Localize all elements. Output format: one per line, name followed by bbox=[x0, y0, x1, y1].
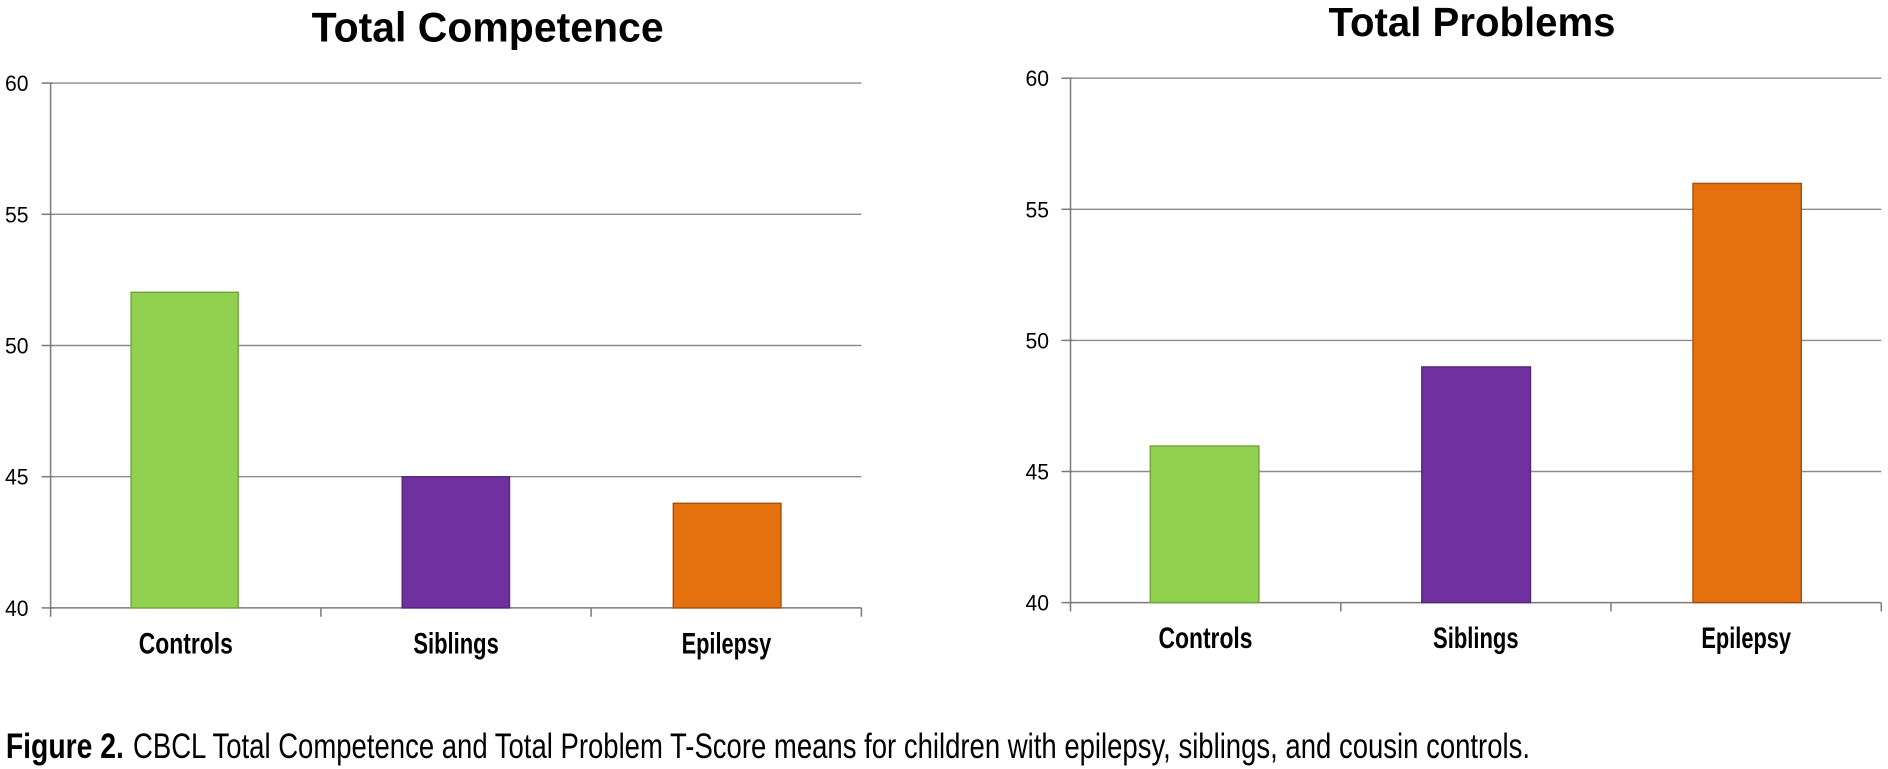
svg-text:60: 60 bbox=[5, 71, 29, 96]
svg-text:Controls: Controls bbox=[139, 627, 233, 660]
svg-text:Controls: Controls bbox=[1159, 622, 1253, 655]
svg-text:40: 40 bbox=[5, 596, 29, 621]
svg-text:50: 50 bbox=[1026, 328, 1050, 353]
svg-text:Total Competence: Total Competence bbox=[312, 3, 664, 50]
svg-text:40: 40 bbox=[1026, 591, 1050, 616]
svg-text:55: 55 bbox=[5, 202, 29, 227]
svg-text:Siblings: Siblings bbox=[1433, 622, 1519, 655]
svg-text:60: 60 bbox=[1026, 66, 1050, 91]
svg-text:Total Problems: Total Problems bbox=[1329, 0, 1616, 45]
svg-text:45: 45 bbox=[5, 465, 29, 490]
svg-text:50: 50 bbox=[5, 334, 29, 359]
svg-text:Figure 2.: Figure 2. bbox=[6, 727, 124, 766]
svg-text:Siblings: Siblings bbox=[413, 627, 499, 660]
svg-text:CBCL Total Competence and Tota: CBCL Total Competence and Total Problem … bbox=[133, 727, 1530, 766]
svg-text:Epilepsy: Epilepsy bbox=[1701, 622, 1791, 655]
svg-text:45: 45 bbox=[1026, 460, 1050, 485]
svg-text:Epilepsy: Epilepsy bbox=[682, 627, 772, 660]
svg-text:55: 55 bbox=[1026, 197, 1050, 222]
